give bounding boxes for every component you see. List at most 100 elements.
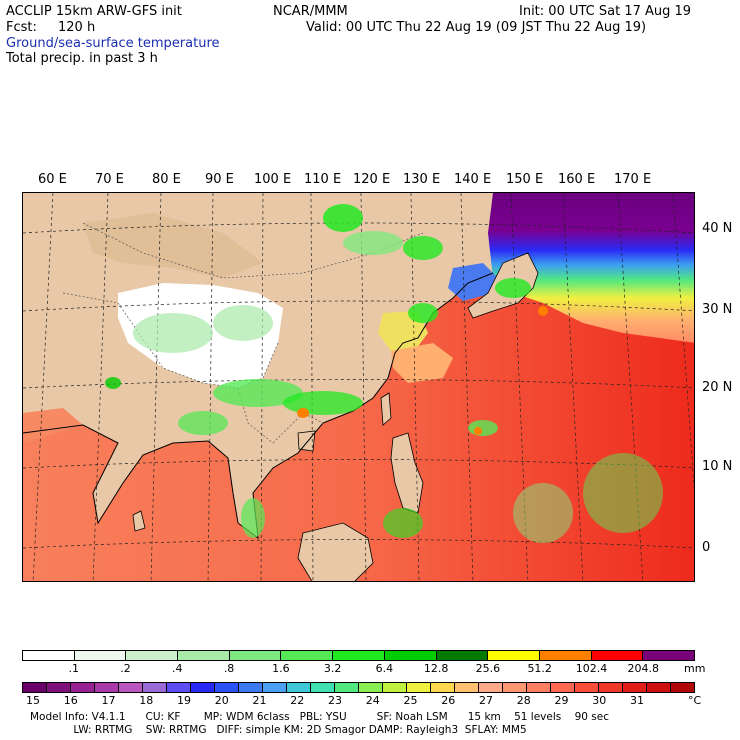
colorbar-segment [647, 683, 671, 692]
colorbar-tick-label: .8 [223, 662, 235, 675]
organization: NCAR/MMM [273, 4, 348, 19]
lat-label: 0 [702, 540, 711, 555]
colorbar-segment [383, 683, 407, 692]
mountain-shading [83, 213, 263, 278]
colorbar-tick-label: 29 [554, 694, 569, 707]
init-time: Init: 00 UTC Sat 17 Aug 19 [519, 4, 692, 19]
borneo-land [297, 522, 374, 581]
colorbar-segment [623, 683, 647, 692]
colorbar-tick-label: 30 [592, 694, 607, 707]
map-svg [23, 193, 694, 581]
colorbar-segment [384, 651, 437, 660]
colorbar-tick-label: 51.2 [527, 662, 552, 675]
colorbar-segment [671, 683, 694, 692]
model-info-line1: Model Info: V4.1.1 CU: KF MP: WDM 6class… [30, 711, 609, 723]
colorbar-segment [71, 683, 95, 692]
lon-label: 140 E [454, 172, 492, 187]
borders [62, 222, 424, 444]
sea-of-japan [448, 263, 498, 301]
lon-label: 80 E [152, 172, 181, 187]
colorbar-segment [119, 683, 143, 692]
colorbar-tick-label: 16 [63, 694, 78, 707]
colorbar-segment [23, 651, 75, 660]
colorbar-segment [333, 651, 385, 660]
colorbar-tick-label: 31 [630, 694, 644, 707]
colorbar-segment [591, 651, 644, 660]
model-title: ACCLIP 15km ARW-GFS init [6, 4, 182, 19]
field-precip-title: Total precip. in past 3 h [6, 51, 158, 66]
colorbar-tick-label: 22 [290, 694, 305, 707]
lon-label: 110 E [304, 172, 342, 187]
colorbar-tick-label: .1 [68, 662, 80, 675]
lon-label: 160 E [558, 172, 596, 187]
colorbar-segment [215, 683, 239, 692]
lon-label: 60 E [38, 172, 67, 187]
colorbar-segment [539, 651, 592, 660]
sst-colorbar [22, 682, 695, 693]
hainan-land [297, 430, 316, 452]
lat-label: 30 N [702, 302, 733, 317]
colorbar-segment [178, 651, 230, 660]
ocean-north-pacific [488, 193, 694, 343]
colorbar-segment [359, 683, 383, 692]
forecast-map [22, 192, 695, 582]
colorbar-tick-label: 12.8 [423, 662, 449, 675]
colorbar-segment [287, 683, 311, 692]
colorbar-tick-label: .2 [120, 662, 131, 675]
colorbar-segment [47, 683, 71, 692]
colorbar-segment [95, 683, 119, 692]
colorbar-segment [575, 683, 599, 692]
colorbar-tick-label: 15 [26, 694, 40, 707]
model-info-line2: LW: RRTMG SW: RRTMG DIFF: simple KM: 2D … [30, 724, 527, 736]
colorbar-segment [167, 683, 191, 692]
colorbar-tick-label: 1.6 [272, 662, 290, 675]
valid-time: Valid: 00 UTC Thu 22 Aug 19 (09 JST Thu … [306, 20, 647, 35]
colorbar-segment [23, 683, 47, 692]
colorbar-segment [281, 651, 334, 660]
field-sst-title: Ground/sea-surface temperature [6, 36, 220, 51]
colorbar-segment [455, 683, 479, 692]
colorbar-tick-label: 20 [214, 694, 229, 707]
colorbar-tick-label: 26 [441, 694, 456, 707]
east-china-sea [391, 343, 453, 383]
colorbar-segment [74, 651, 127, 660]
colorbar-segment [599, 683, 623, 692]
lon-label: 150 E [506, 172, 544, 187]
colorbar-segment [431, 683, 455, 692]
colorbar-tick-label: 18 [139, 694, 154, 707]
lon-label: 120 E [353, 172, 391, 187]
colorbar-segment [643, 651, 694, 660]
colorbar-tick-label: 21 [252, 694, 267, 707]
colorbar-segment [503, 683, 527, 692]
taiwan-land [380, 392, 392, 426]
precip-patches [105, 204, 663, 543]
colorbar-segment [143, 683, 167, 692]
colorbar-tick-label: 19 [177, 694, 191, 707]
colorbar-tick-label: .4 [172, 662, 183, 675]
colorbar-tick-label: 204.8 [627, 662, 659, 675]
sst-unit: °C [688, 694, 702, 707]
colorbar-tick-label: 27 [479, 694, 493, 707]
lon-label: 130 E [403, 172, 441, 187]
lon-label: 70 E [95, 172, 124, 187]
arabian-sea [23, 408, 83, 443]
forecast-label: Fcst: [6, 20, 37, 35]
coastline [23, 272, 494, 540]
colorbar-segment [191, 683, 215, 692]
colorbar-tick-label: 17 [101, 694, 116, 707]
colorbar-segment [239, 683, 263, 692]
colorbar-tick-label: 6.4 [375, 662, 394, 675]
lat-label: 10 N [702, 459, 733, 474]
colorbar-segment [436, 651, 489, 660]
colorbar-segment [551, 683, 575, 692]
lon-label: 100 E [254, 172, 292, 187]
colorbar-segment [335, 683, 359, 692]
colorbar-segment [407, 683, 431, 692]
precip-unit: mm [684, 662, 706, 675]
colorbar-tick-label: 25.6 [475, 662, 501, 675]
lat-label: 20 N [702, 380, 733, 395]
lon-label: 170 E [614, 172, 652, 187]
forecast-hour: 120 h [58, 20, 96, 35]
philippines-land [390, 432, 424, 514]
precip-colorbar [22, 650, 695, 661]
